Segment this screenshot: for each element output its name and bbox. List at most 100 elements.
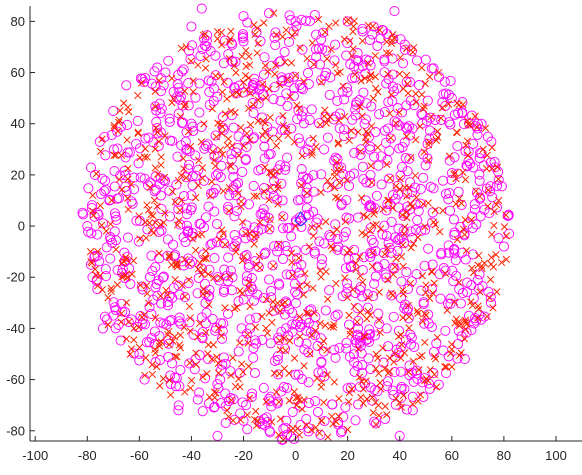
x-point [420, 148, 428, 156]
x-point [219, 150, 227, 159]
x-point [467, 216, 476, 224]
circle-point [151, 279, 162, 290]
x-point [350, 302, 358, 311]
x-point [397, 252, 406, 261]
circle-point [406, 332, 417, 343]
circle-point [425, 181, 436, 192]
circle-point [237, 397, 248, 408]
circle-point [290, 286, 301, 297]
circle-point [241, 400, 252, 411]
x-point [223, 95, 231, 103]
circle-point [345, 382, 356, 393]
circle-point [186, 202, 197, 213]
x-point [369, 408, 377, 417]
x-point [425, 138, 433, 146]
circle-point [428, 346, 439, 358]
x-point [204, 350, 212, 358]
x-point [330, 378, 339, 386]
circle-point [459, 228, 470, 240]
circle-point [436, 247, 447, 258]
circle-point [405, 226, 416, 237]
circle-point [383, 341, 394, 352]
circle-point [273, 241, 284, 252]
x-point [500, 223, 509, 231]
x-point [457, 199, 466, 207]
x-point [333, 69, 342, 77]
circle-point [469, 204, 480, 215]
x-point [135, 212, 143, 220]
circle-point [406, 46, 417, 57]
circle-point [228, 171, 239, 182]
x-point [348, 385, 356, 393]
circle-point [420, 54, 431, 65]
x-point [334, 139, 343, 147]
circle-point [301, 414, 312, 425]
circle-point [396, 341, 407, 352]
x-point [425, 294, 434, 302]
x-point [153, 202, 161, 210]
x-point [261, 127, 269, 136]
x-point [418, 272, 427, 280]
circle-point [112, 265, 123, 276]
x-point [96, 201, 104, 210]
x-point [384, 369, 392, 377]
x-point [153, 362, 161, 371]
x-point [319, 337, 328, 345]
x-point [168, 99, 176, 107]
circle-point [355, 340, 366, 351]
circle-point [187, 121, 198, 132]
circle-point [210, 183, 221, 194]
circle-point [314, 118, 325, 129]
diamond-point [294, 211, 308, 227]
x-point [293, 424, 302, 433]
x-point [171, 333, 179, 341]
x-point [404, 301, 412, 310]
x-point [195, 156, 203, 165]
x-point [406, 279, 415, 288]
circle-point [340, 263, 351, 274]
circle-point [387, 190, 399, 201]
x-point [185, 302, 194, 311]
x-point [238, 256, 247, 265]
circle-point [176, 140, 187, 151]
circle-point [453, 338, 464, 350]
circle-point [474, 169, 485, 180]
circle-point [298, 171, 309, 182]
x-point [399, 391, 408, 400]
x-point [150, 196, 159, 205]
x-point [253, 192, 261, 200]
x-point [487, 253, 496, 262]
circle-point [440, 188, 452, 199]
x-point [180, 102, 189, 111]
x-point [245, 74, 253, 82]
x-point [96, 147, 105, 156]
circle-point [247, 98, 258, 109]
x-point [227, 396, 236, 404]
x-point [265, 196, 273, 204]
x-point [360, 332, 368, 341]
x-point [113, 281, 122, 289]
x-point [239, 368, 247, 376]
x-point [171, 352, 179, 361]
x-point [112, 151, 120, 159]
circle-point [445, 75, 456, 86]
circle-point [350, 334, 361, 346]
x-point [403, 44, 411, 53]
x-point [431, 221, 440, 229]
circle-point [422, 138, 433, 149]
x-point [189, 88, 197, 96]
x-point [397, 354, 405, 362]
x-point [225, 55, 233, 63]
x-point [421, 338, 429, 347]
x-point [302, 309, 311, 317]
circle-point [454, 284, 465, 295]
x-point [460, 230, 469, 239]
circle-point [388, 311, 399, 322]
circle-point [178, 232, 189, 243]
circle-point [373, 160, 384, 171]
circle-point [287, 319, 298, 330]
circle-point [428, 183, 439, 194]
circle-point [300, 244, 311, 255]
circle-point [332, 95, 343, 106]
x-point [453, 235, 462, 244]
